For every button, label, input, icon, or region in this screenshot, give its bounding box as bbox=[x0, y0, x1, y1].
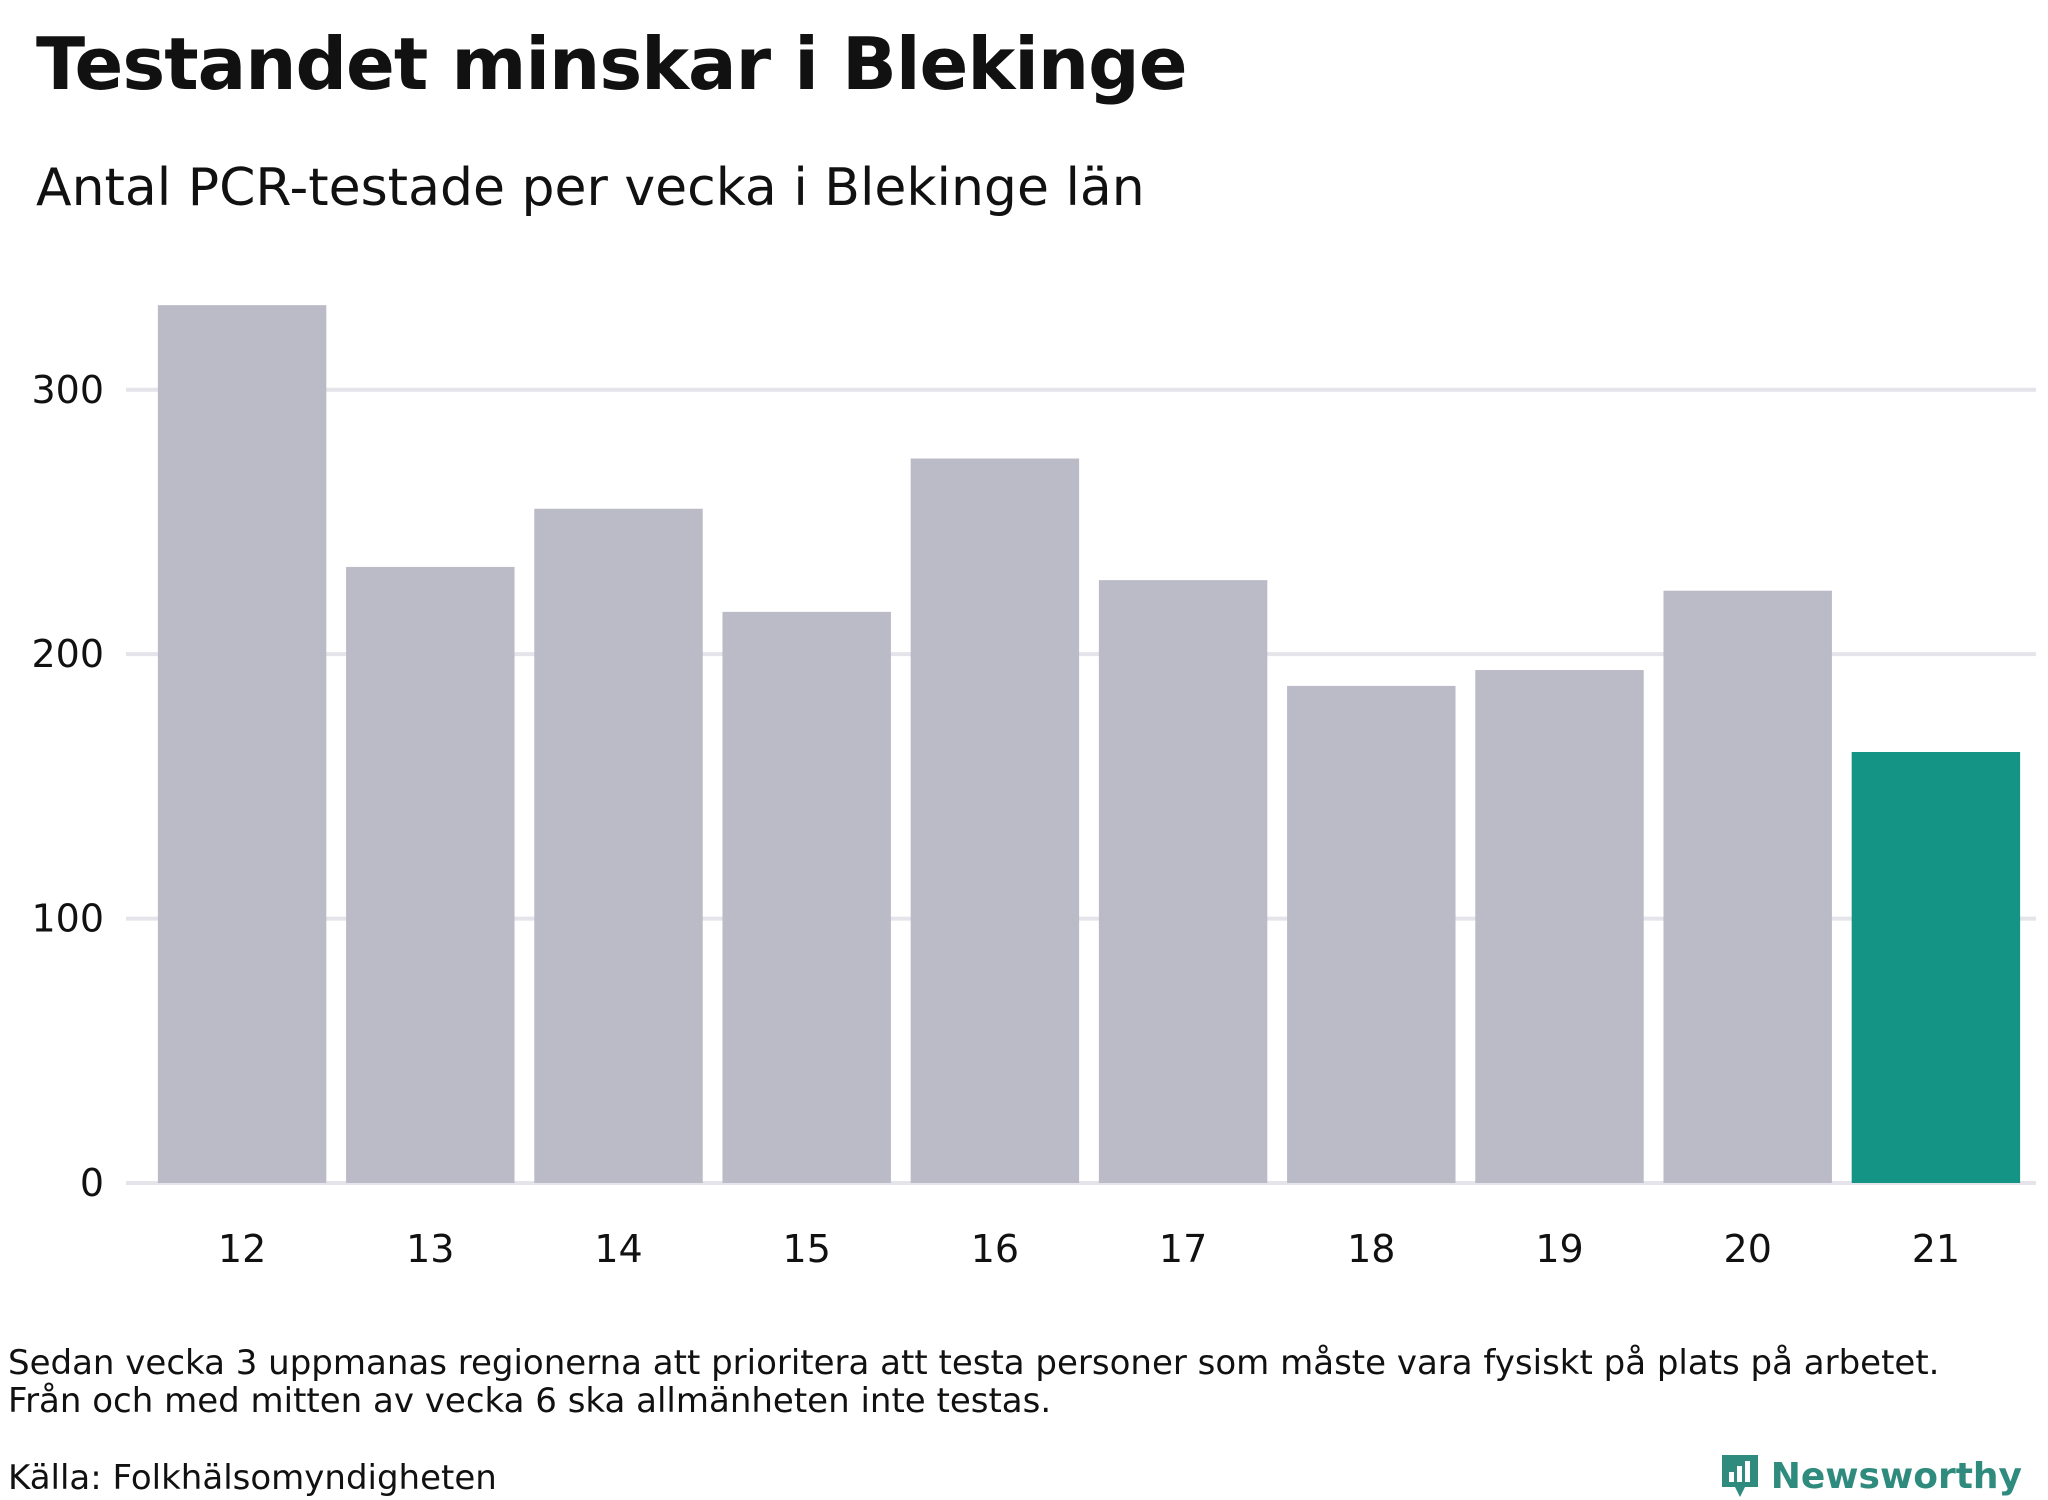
bar-week-21 bbox=[1851, 752, 2021, 1183]
brand-name: Newsworthy bbox=[1770, 1455, 2022, 1497]
chart-notes: Sedan vecka 3 uppmanas regionerna att pr… bbox=[8, 1344, 1939, 1420]
bar-week-12 bbox=[157, 305, 327, 1183]
bar-chart: 0 100 200 300 12 13 14 15 16 17 18 19 20 21 bbox=[31, 305, 2036, 1271]
bar-week-19 bbox=[1475, 670, 1644, 1183]
x-tick-label: 16 bbox=[971, 1227, 1019, 1271]
x-tick-label: 13 bbox=[406, 1227, 454, 1271]
bars bbox=[157, 305, 2021, 1183]
bar-week-13 bbox=[346, 566, 515, 1183]
note-line-1: Sedan vecka 3 uppmanas regionerna att pr… bbox=[8, 1343, 1940, 1383]
y-tick-label: 100 bbox=[31, 897, 104, 941]
chart-title: Testandet minskar i Blekinge bbox=[36, 22, 1188, 106]
y-axis-tick-labels: 0 100 200 300 bbox=[31, 368, 104, 1205]
x-tick-label: 18 bbox=[1347, 1227, 1395, 1271]
y-tick-label: 200 bbox=[31, 632, 104, 676]
bar-week-17 bbox=[1098, 580, 1268, 1183]
bar-week-16 bbox=[910, 458, 1080, 1183]
note-line-2: Från och med mitten av vecka 6 ska allmä… bbox=[8, 1381, 1052, 1421]
x-tick-label: 15 bbox=[783, 1227, 831, 1271]
y-tick-label: 0 bbox=[80, 1161, 104, 1205]
newsworthy-logo-icon bbox=[1721, 1455, 1758, 1497]
x-tick-label: 21 bbox=[1912, 1227, 1960, 1271]
source-label: Källa: Folkhälsomyndigheten bbox=[8, 1458, 497, 1498]
brand-logo: Newsworthy bbox=[1719, 1452, 2022, 1500]
x-tick-label: 17 bbox=[1159, 1227, 1207, 1271]
chart-subtitle: Antal PCR-testade per vecka i Blekinge l… bbox=[36, 158, 1145, 218]
bar-week-18 bbox=[1287, 685, 1456, 1183]
x-tick-label: 12 bbox=[218, 1227, 266, 1271]
x-tick-label: 14 bbox=[594, 1227, 642, 1271]
bar-week-15 bbox=[722, 611, 891, 1183]
bar-week-20 bbox=[1663, 590, 1832, 1183]
bar-week-14 bbox=[534, 508, 703, 1183]
y-tick-label: 300 bbox=[31, 368, 104, 412]
x-axis-tick-labels: 12 13 14 15 16 17 18 19 20 21 bbox=[218, 1227, 1960, 1271]
x-tick-label: 19 bbox=[1535, 1227, 1583, 1271]
x-tick-label: 20 bbox=[1724, 1227, 1772, 1271]
